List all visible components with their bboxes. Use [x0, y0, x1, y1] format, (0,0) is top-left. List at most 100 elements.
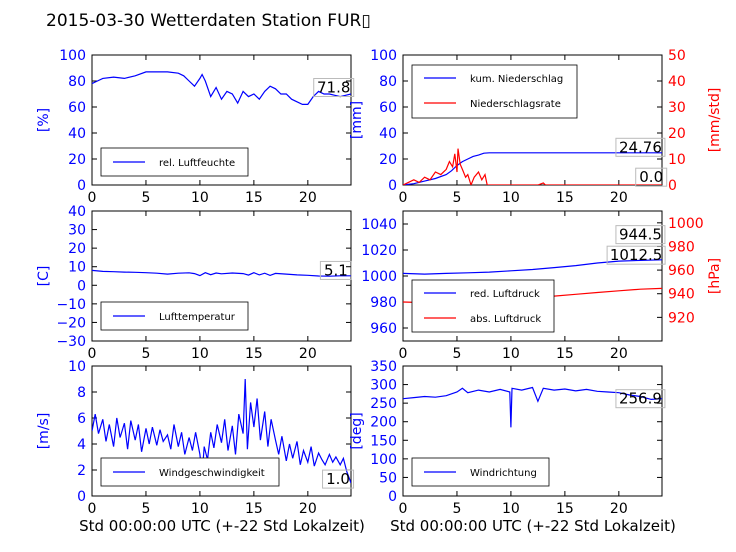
y-tick-label: 80 [379, 74, 397, 90]
x-tick-label: 5 [141, 190, 150, 206]
series-line [92, 71, 351, 105]
y-tick-label: 20 [68, 241, 86, 257]
value-label-box [615, 389, 666, 409]
series-line [403, 386, 662, 428]
y-tick-label: 980 [370, 295, 397, 311]
x-tick-label: 10 [502, 346, 520, 362]
legend-label: red. Luftdruck [470, 289, 540, 300]
y-tick-label: 0 [388, 489, 397, 505]
x-tick-label: 15 [556, 501, 574, 517]
value-label: 0.0 [639, 168, 663, 186]
chart-panel-1: 0 5 10 15 20 0 20 40 60 80 100 [%] 71.8 rel. Luftfeuc… [36, 48, 355, 206]
y-tick-label: 0 [77, 178, 86, 194]
y-right-tick-label: 30 [668, 100, 686, 116]
x-tick-label: 10 [502, 190, 520, 206]
value-label: 71.8 [317, 79, 350, 97]
y-axis-label: [%] [36, 108, 52, 132]
value-label-box [313, 78, 355, 97]
x-tick-label: 10 [502, 501, 520, 517]
value-label: 5.1 [324, 261, 348, 279]
y-tick-label: 0 [77, 489, 86, 505]
y-tick-label: 6 [77, 411, 86, 427]
x-tick-label: 10 [191, 501, 209, 517]
value-label-box [635, 167, 668, 187]
legend-label: rel. Luftfeuchte [159, 158, 235, 169]
x-tick-label: 15 [245, 346, 263, 362]
y-tick-label: 150 [370, 433, 397, 449]
y-tick-label: 60 [379, 100, 397, 116]
y-tick-label: 10 [68, 260, 86, 276]
y-axis-label: [m/s] [36, 413, 52, 450]
y-tick-label: 960 [370, 321, 397, 337]
y-axis-label: [mm] [349, 101, 365, 139]
value-label-box [615, 137, 666, 157]
x-tick-label: 0 [399, 190, 408, 206]
legend-box [100, 301, 249, 331]
y-tick-label: 2 [77, 463, 86, 479]
value-label-box [615, 225, 666, 245]
y-right-tick-label: 20 [668, 126, 686, 142]
chart-panel-4: 0 5 10 15 20 960 980 1000 1020 1040 920 940 960 980 10… [361, 210, 723, 362]
x-tick-label: 0 [88, 190, 97, 206]
x-tick-label: 5 [141, 501, 150, 517]
y-tick-label: 100 [370, 48, 397, 64]
y-tick-label: 0 [77, 278, 86, 294]
series-line [92, 269, 351, 277]
y-tick-label: 80 [68, 74, 86, 90]
y-right-tick-label: 920 [668, 310, 695, 326]
value-label: 1.0 [326, 470, 350, 488]
series-line [403, 148, 662, 185]
x-tick-label: 15 [556, 346, 574, 362]
legend-label: Niederschlagsrate [470, 99, 561, 110]
x-tick-label: 5 [452, 346, 461, 362]
x-tick-label: 5 [452, 501, 461, 517]
y-tick-label: 40 [379, 126, 397, 142]
value-label: 256.9 [619, 390, 662, 408]
legend-label: Windrichtung [470, 468, 537, 479]
series-line [92, 378, 351, 484]
value-label-box [319, 260, 352, 280]
y-right-axis-label: [hPa] [707, 258, 723, 294]
y-tick-label: −20 [56, 315, 86, 331]
value-label: 24.76 [619, 138, 662, 156]
x-tick-label: 15 [245, 501, 263, 517]
figure-title: 2015-03-30 Wetterdaten Station FUR▯ [46, 11, 371, 31]
y-tick-label: 0 [388, 178, 397, 194]
series-line [403, 259, 662, 275]
chart-panel-5: 0 5 10 15 20 0 2 4 6 8 10 [m/s] 1.0 Windgeschwindigke… [36, 359, 355, 517]
y-axis-label: [C] [36, 266, 52, 287]
y-right-tick-label: 40 [668, 74, 686, 90]
x-tick-label: 20 [299, 501, 317, 517]
x-axis-label-left: Std 00:00:00 UTC (+-22 Std Lokalzeit) [79, 517, 365, 535]
x-tick-label: 0 [88, 501, 97, 517]
x-tick-label: 0 [88, 346, 97, 362]
x-tick-label: 15 [556, 190, 574, 206]
y-tick-label: −30 [56, 334, 86, 350]
y-tick-label: 300 [370, 378, 397, 394]
chart-panel-6: 0 5 10 15 20050100150200250300350[deg]256.9W… [349, 359, 666, 517]
y-tick-label: 10 [68, 359, 86, 375]
y-tick-label: 200 [370, 415, 397, 431]
legend-label: abs. Luftdruck [470, 314, 541, 325]
chart-panel-3: 0 5 10 15 20 −30 −20 −10 0 10 20 30 40 [C] 5.1 Lufttemp… [36, 204, 352, 362]
legend-box [411, 64, 578, 119]
x-tick-label: 10 [191, 346, 209, 362]
y-tick-label: 20 [68, 152, 86, 168]
x-tick-label: 5 [141, 346, 150, 362]
y-right-tick-label: 10 [668, 152, 686, 168]
y-tick-label: 30 [68, 223, 86, 239]
y-tick-label: −10 [56, 297, 86, 313]
y-right-axis-label: [mm/std] [707, 88, 723, 153]
value-label-box [322, 469, 355, 489]
y-tick-label: 1020 [361, 243, 397, 259]
x-tick-label: 0 [399, 501, 408, 517]
x-tick-label: 0 [399, 346, 408, 362]
y-right-tick-label: 980 [668, 239, 695, 255]
y-tick-label: 250 [370, 396, 397, 412]
y-tick-label: 1000 [361, 269, 397, 285]
y-right-tick-label: 940 [668, 287, 695, 303]
y-tick-label: 60 [68, 100, 86, 116]
x-tick-label: 20 [299, 190, 317, 206]
y-axis-label: [deg] [349, 412, 365, 449]
